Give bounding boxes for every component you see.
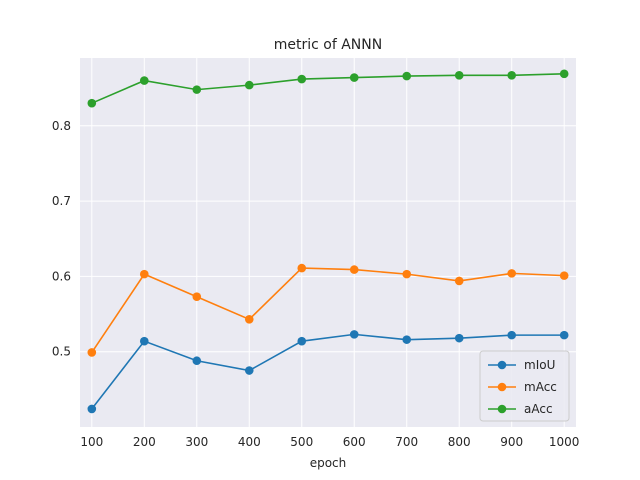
data-point-miou [402,335,412,344]
y-tick-label: 0.8 [52,119,71,133]
data-point-macc [297,263,307,273]
data-point-aacc [454,71,464,80]
x-tick-label: 100 [80,435,103,449]
series-markers [87,69,569,414]
x-tick-label: 900 [500,435,523,449]
data-point-aacc [244,80,254,90]
data-point-aacc [559,69,569,79]
x-axis-ticks: 100 200 300 400 500 600 700 800 900 1000 [80,435,579,449]
data-point-aacc [139,76,149,85]
x-tick-label: 200 [133,435,156,449]
series-line-macc [91,267,565,353]
data-point-macc [244,315,254,324]
data-point-macc [507,269,517,278]
data-point-macc [454,276,464,286]
data-point-miou [244,366,254,375]
x-tick-label: 700 [395,435,418,449]
data-point-aacc [192,85,202,94]
data-point-miou [454,333,464,343]
data-point-macc [192,292,202,302]
data-point-miou [192,356,202,366]
data-point-macc [349,265,359,274]
data-point-macc [87,348,97,357]
y-tick-label: 0.7 [52,194,71,208]
grid [80,58,576,427]
series-line-aacc [91,73,565,104]
x-axis-label: epoch [310,456,347,470]
data-point-aacc [507,71,517,80]
legend-swatch-marker [497,404,507,414]
x-tick-label: 600 [343,435,366,449]
x-tick-label: 500 [290,435,313,449]
x-tick-label: 300 [185,435,208,449]
legend-label: aAcc [524,402,553,416]
data-point-macc [402,269,412,279]
legend: mIoU mAcc aAcc [479,350,570,422]
data-point-miou [349,330,359,339]
x-tick-label: 800 [448,435,471,449]
legend-swatch-marker [497,360,507,370]
y-tick-label: 0.6 [52,269,71,283]
legend-label: mAcc [524,380,557,394]
y-tick-label: 0.5 [52,345,71,359]
data-point-aacc [87,98,97,108]
y-axis-ticks: 0.5 0.6 0.7 0.8 [52,119,71,359]
series-lines [91,73,565,410]
series-line-miou [91,333,565,410]
chart-title: metric of ANNN [274,37,382,53]
data-point-miou [297,336,307,346]
x-tick-label: 1000 [549,435,580,449]
data-point-macc [559,271,569,280]
data-point-aacc [349,73,359,82]
data-point-miou [87,404,97,414]
legend-swatch-marker [497,382,507,392]
data-point-aacc [297,74,307,84]
data-point-aacc [402,71,412,81]
x-tick-label: 400 [238,435,261,449]
legend-label: mIoU [524,358,555,372]
data-point-miou [139,336,149,346]
data-point-miou [559,330,569,340]
data-point-miou [507,330,517,340]
data-point-macc [139,269,149,279]
